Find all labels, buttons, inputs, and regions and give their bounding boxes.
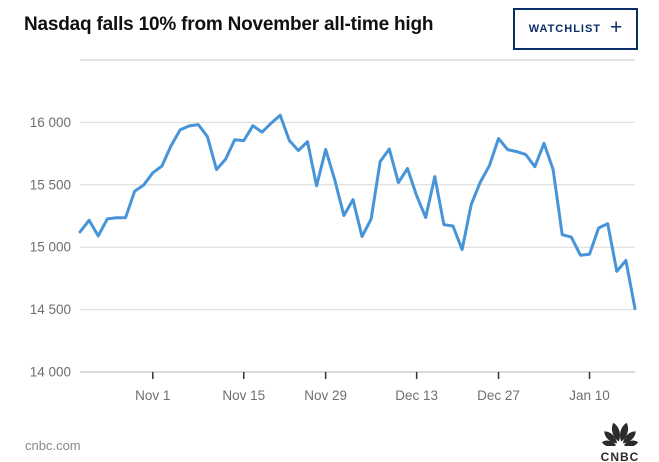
x-axis-label: Dec 27	[477, 388, 520, 403]
x-axis-label: Nov 29	[304, 388, 347, 403]
plus-icon: +	[610, 16, 623, 39]
x-axis-label: Jan 10	[569, 388, 610, 403]
page-title: Nasdaq falls 10% from November all-time …	[24, 14, 434, 35]
y-axis-label: 14 500	[30, 302, 71, 317]
source-attribution: cnbc.com	[25, 438, 81, 453]
y-axis-label: 16 000	[30, 115, 71, 130]
x-axis-label: Nov 15	[222, 388, 265, 403]
y-axis-label: 14 000	[30, 365, 71, 380]
watchlist-button[interactable]: WATCHLIST +	[513, 8, 638, 50]
x-axis-label: Dec 13	[395, 388, 438, 403]
cnbc-logo-text: CNBC	[600, 450, 640, 462]
price-line	[78, 113, 637, 311]
x-axis-label: Nov 1	[135, 388, 170, 403]
y-axis-label: 15 500	[30, 177, 71, 192]
cnbc-peacock-icon	[601, 422, 639, 447]
y-axis-label: 15 000	[30, 240, 71, 255]
cnbc-logo: CNBC	[597, 417, 643, 462]
watchlist-button-label: WATCHLIST	[528, 23, 602, 35]
